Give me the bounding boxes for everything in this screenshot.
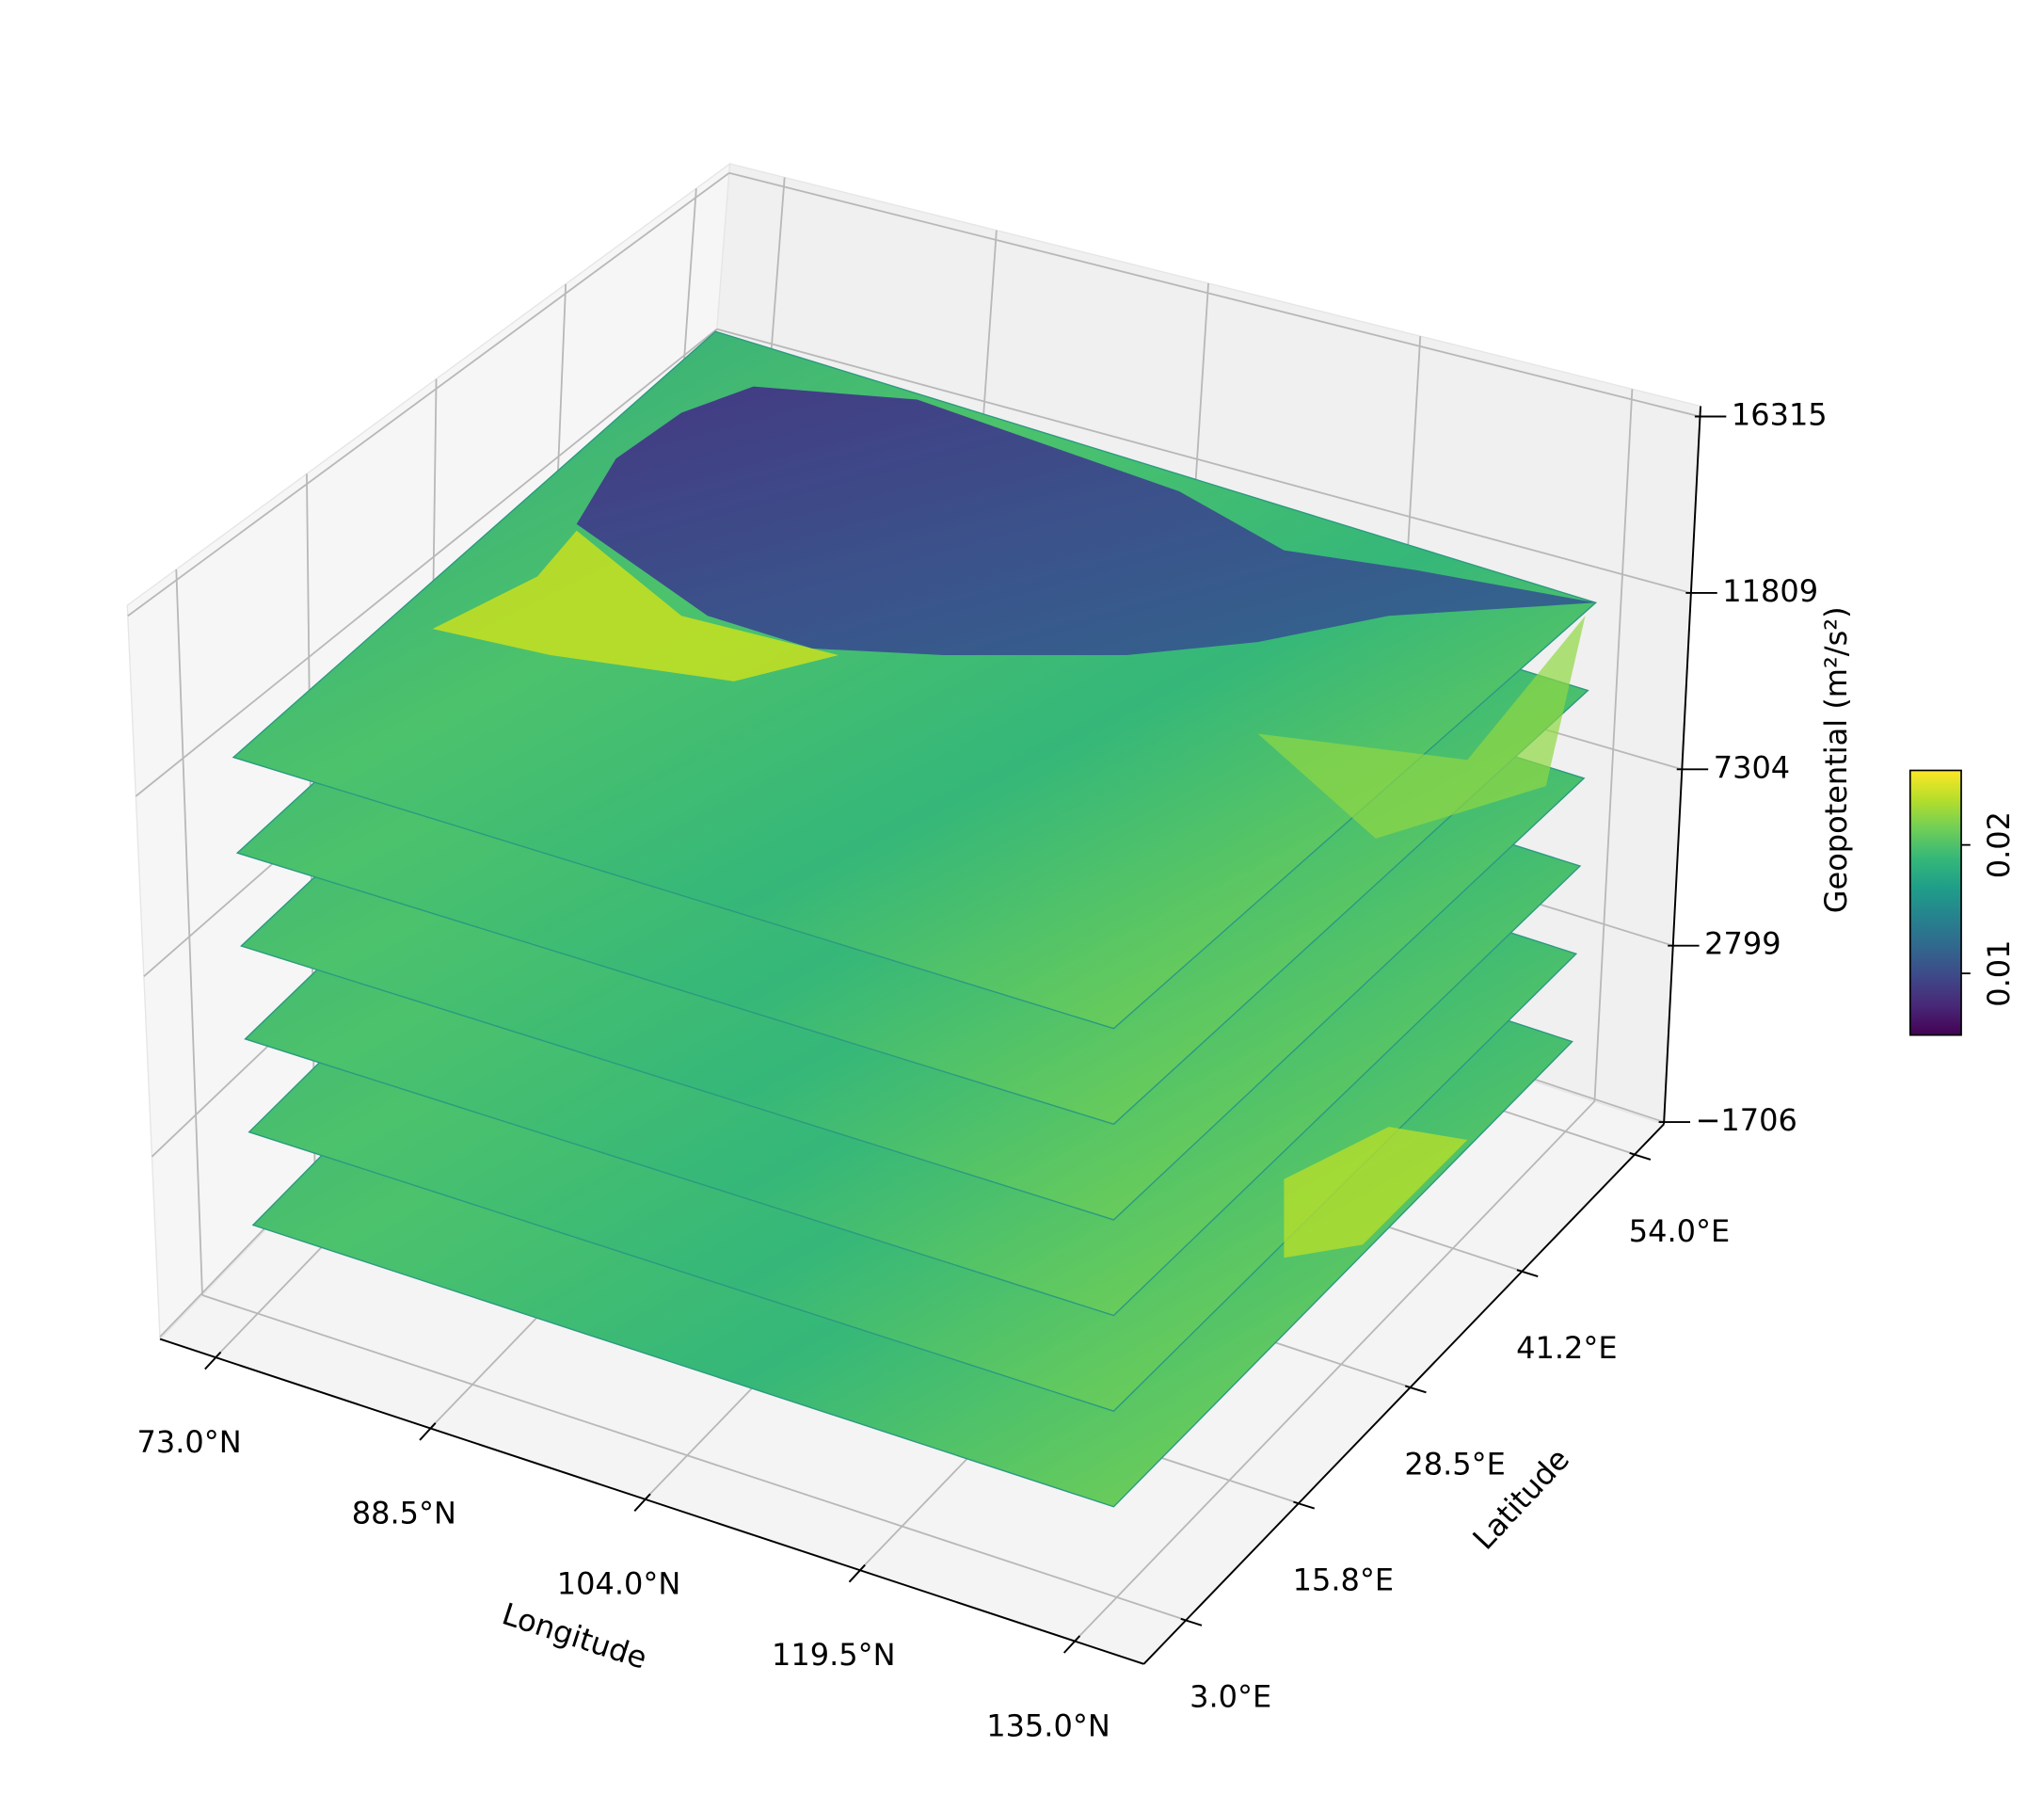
x-tick-label: 88.5°N [352,1495,456,1531]
x-tick-label: 119.5°N [772,1637,896,1673]
y-tick [1293,1500,1316,1510]
colorbar-tick-label: 0.02 [1981,811,2017,878]
z-tick-label: 7304 [1714,749,1790,785]
grid-line [1074,1100,1596,1643]
z-tick-label: 16315 [1732,397,1828,433]
grid-line [135,328,718,797]
z-tick-label: 2799 [1704,926,1781,962]
x-axis-line [159,1338,1144,1665]
surface-layers [232,330,1598,1508]
y-tick-label: 28.5°E [1404,1446,1505,1482]
x-tick [419,1422,437,1441]
grid-line [201,1294,1187,1622]
y-tick-label: 15.8°E [1293,1563,1394,1598]
colorbar-scale [1908,769,1962,1036]
surface-plateau [576,386,1596,655]
y-tick-label: 41.2°E [1516,1330,1617,1366]
y-tick-label: 54.0°E [1629,1213,1730,1249]
x-tick [1062,1635,1081,1654]
surface-highlight [432,530,839,681]
x-tick-label: 135.0°N [986,1707,1110,1743]
surface-highlight [1257,616,1586,839]
grid-line [1593,389,1634,1102]
y-tick-label: 3.0°E [1190,1679,1271,1715]
z-axis-label: Geopotential (m²/s²) [1818,606,1854,913]
y-axis-line [1142,1123,1665,1665]
grid-line [728,171,1701,418]
x-tick [848,1563,866,1583]
y-tick [1629,1152,1652,1161]
grid-line [716,328,1692,594]
colorbar: 0.01 0.02 [1908,769,2017,1036]
grid-line [127,172,730,617]
x-tick-label: 104.0°N [557,1566,681,1602]
y-tick [1180,1617,1203,1627]
axes: 73.0°N 88.5°N 104.0°N 119.5°N 135.0°N 3.0°E 15… [137,397,1828,1744]
x-tick [204,1351,222,1370]
x-tick [633,1493,651,1512]
z-axis-line [1663,406,1702,1125]
x-axis-label: Longitude [498,1595,651,1675]
x-tick-label: 73.0°N [137,1424,242,1460]
y-tick [1404,1385,1427,1394]
z-tick-label: −1706 [1696,1102,1797,1138]
grid-line [175,569,203,1296]
y-tick [1516,1269,1539,1278]
surface-highlight [1284,1127,1468,1258]
z-tick-label: 11809 [1722,573,1818,609]
colorbar-tick-label: 0.01 [1981,940,2017,1007]
